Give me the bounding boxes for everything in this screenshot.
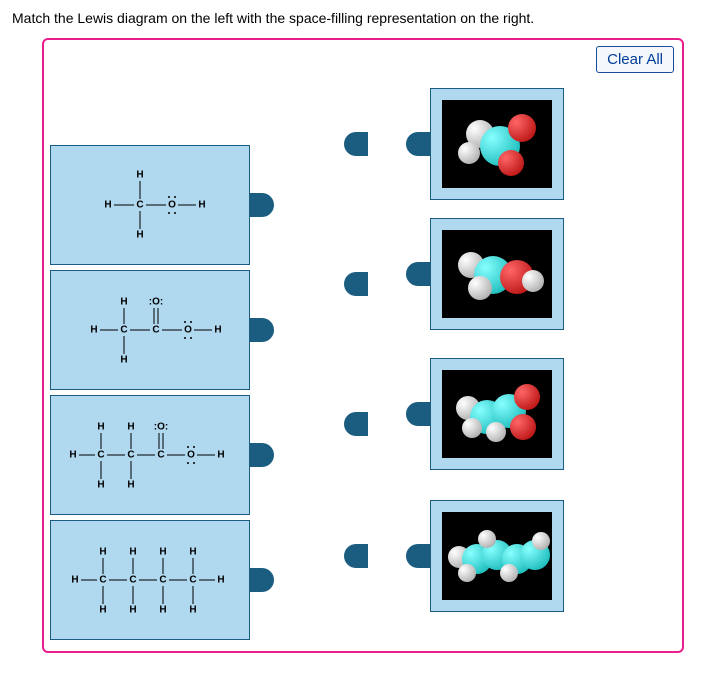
svg-text:H: H [90, 325, 97, 336]
svg-text:H: H [127, 422, 134, 433]
question-text: Match the Lewis diagram on the left with… [0, 0, 722, 34]
svg-text:H: H [189, 547, 196, 558]
drop-target-4[interactable] [344, 544, 368, 568]
svg-text:C: C [129, 575, 136, 586]
svg-text:C: C [127, 450, 134, 461]
source-connector-3[interactable] [250, 443, 274, 467]
svg-text:C: C [136, 200, 143, 211]
space-filling-model-3 [442, 370, 552, 458]
svg-text:O: O [168, 200, 176, 211]
svg-text:H: H [189, 605, 196, 616]
clear-all-button[interactable]: Clear All [596, 46, 674, 73]
svg-text:H: H [136, 170, 143, 181]
matching-workspace: Clear All H H H C O H H H H C C :O: O [42, 38, 684, 653]
lewis-diagram-propanoic-acid: H H H H H C C C :O: O H [51, 405, 249, 505]
drop-target-2[interactable] [344, 272, 368, 296]
svg-text:H: H [120, 355, 127, 366]
svg-text:H: H [198, 200, 205, 211]
svg-text:O: O [187, 450, 195, 461]
svg-text:O: O [184, 325, 192, 336]
model-card-3[interactable] [430, 358, 564, 470]
svg-text:C: C [157, 450, 164, 461]
lewis-card-propanoic-acid[interactable]: H H H H H C C C :O: O H [50, 395, 250, 515]
model-card-2[interactable] [430, 218, 564, 330]
lewis-card-butane[interactable]: H H H H H H H H H C C C C H [50, 520, 250, 640]
svg-text:H: H [71, 575, 78, 586]
svg-text:H: H [136, 230, 143, 241]
svg-text:H: H [214, 325, 221, 336]
model-connector-3[interactable] [406, 402, 430, 426]
lewis-card-methanol[interactable]: H H H C O H [50, 145, 250, 265]
svg-text::O:: :O: [149, 297, 163, 308]
svg-text:C: C [120, 325, 127, 336]
model-connector-1[interactable] [406, 132, 430, 156]
svg-text:H: H [127, 480, 134, 491]
model-connector-2[interactable] [406, 262, 430, 286]
svg-text:H: H [159, 547, 166, 558]
lewis-diagram-acetic-acid: H H H C C :O: O H [60, 280, 240, 380]
model-card-4[interactable] [430, 500, 564, 612]
svg-text:H: H [217, 575, 224, 586]
svg-text:H: H [104, 200, 111, 211]
lewis-card-acetic-acid[interactable]: H H H C C :O: O H [50, 270, 250, 390]
svg-text:H: H [129, 605, 136, 616]
model-connector-4[interactable] [406, 544, 430, 568]
source-connector-1[interactable] [250, 193, 274, 217]
space-filling-model-1 [442, 100, 552, 188]
svg-text:H: H [120, 297, 127, 308]
space-filling-model-4 [442, 512, 552, 600]
drop-target-1[interactable] [344, 132, 368, 156]
svg-text:H: H [97, 422, 104, 433]
svg-text:C: C [152, 325, 159, 336]
source-connector-4[interactable] [250, 568, 274, 592]
lewis-diagram-butane: H H H H H H H H H C C C C H [51, 530, 249, 630]
svg-text:C: C [189, 575, 196, 586]
svg-text:H: H [159, 605, 166, 616]
svg-text:H: H [69, 450, 76, 461]
svg-text:H: H [129, 547, 136, 558]
svg-text:H: H [217, 450, 224, 461]
drop-target-3[interactable] [344, 412, 368, 436]
model-card-1[interactable] [430, 88, 564, 200]
source-connector-2[interactable] [250, 318, 274, 342]
lewis-diagram-methanol: H H H C O H [60, 155, 240, 255]
svg-text:C: C [159, 575, 166, 586]
space-filling-model-2 [442, 230, 552, 318]
svg-text:C: C [97, 450, 104, 461]
svg-text:H: H [97, 480, 104, 491]
svg-text::O:: :O: [154, 422, 168, 433]
svg-text:C: C [99, 575, 106, 586]
svg-text:H: H [99, 547, 106, 558]
svg-text:H: H [99, 605, 106, 616]
